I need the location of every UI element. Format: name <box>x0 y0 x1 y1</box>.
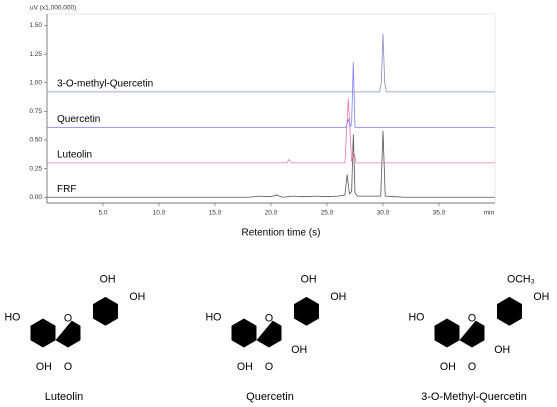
atom-label: HO <box>205 312 221 324</box>
trace <box>47 98 495 164</box>
x-tick-label: 20.0 <box>265 210 278 217</box>
compound-name: Luteolin <box>45 391 84 403</box>
plot-frame <box>46 13 496 204</box>
atom-label: O <box>468 361 476 373</box>
compound-name: Quercetin <box>246 391 294 403</box>
y-tick-label: 0.25 <box>29 165 42 172</box>
atom-label: OH <box>440 361 456 373</box>
atom-label: O <box>64 361 72 373</box>
atom-label: OCH₃ <box>507 273 535 285</box>
compound-name: 3-O-Methyl-Quercetin <box>421 391 527 403</box>
luteolin-structure: HO OH O O OH OH <box>4 273 145 373</box>
y-tick-label: 1.00 <box>29 79 42 86</box>
trace-label: FRF <box>57 184 76 195</box>
x-tick-label: 15.0 <box>209 210 222 217</box>
trace <box>47 62 495 128</box>
y-axis-label: uV (x1,000,000) <box>30 5 76 12</box>
atom-label: OH <box>36 361 52 373</box>
atom-label: OH <box>129 291 145 303</box>
y-tick-label: 0.75 <box>29 108 42 115</box>
atom-label: OH <box>330 291 346 303</box>
trace-label: 3-O-methyl-Quercetin <box>57 79 153 90</box>
x-tick-label: 10.0 <box>153 210 166 217</box>
y-tick-label: 1.50 <box>29 22 42 29</box>
x-tick-label: 30.0 <box>377 210 390 217</box>
y-tick-label: 1.25 <box>29 51 42 58</box>
x-tick-label: 35.0 <box>433 210 446 217</box>
atom-label: OH <box>533 291 549 303</box>
atom-label: O <box>265 312 273 324</box>
trace <box>47 130 495 198</box>
atom-label: OH <box>494 344 510 356</box>
trace <box>47 33 495 93</box>
y-tick-label: 0.00 <box>29 194 42 201</box>
y-tick-label: 0.50 <box>29 137 42 144</box>
x-tick-label: 5.0 <box>98 210 107 217</box>
x-unit-label: min <box>484 210 495 217</box>
atom-label: OH <box>301 273 317 285</box>
atom-label: OH <box>237 361 253 373</box>
atom-label: O <box>468 312 476 324</box>
atom-label: OH <box>100 273 116 285</box>
atom-label: HO <box>4 312 20 324</box>
atom-label: O <box>265 361 273 373</box>
x-axis-label: Retention time (s) <box>242 228 321 239</box>
x-tick-label: 25.0 <box>321 210 334 217</box>
atom-label: HO <box>408 312 424 324</box>
trace-label: Luteolin <box>57 150 92 161</box>
quercetin-structure: HO OH O O OH OH OH <box>205 273 346 373</box>
trace-label: Quercetin <box>57 114 100 125</box>
methyl-quercetin-structure: HO OH O O OCH₃ OH OH <box>408 273 549 373</box>
atom-label: OH <box>291 344 307 356</box>
chromatogram: uV (x1,000,000) Retention time (s) min 0.00… <box>29 5 496 239</box>
atom-label: O <box>64 312 72 324</box>
